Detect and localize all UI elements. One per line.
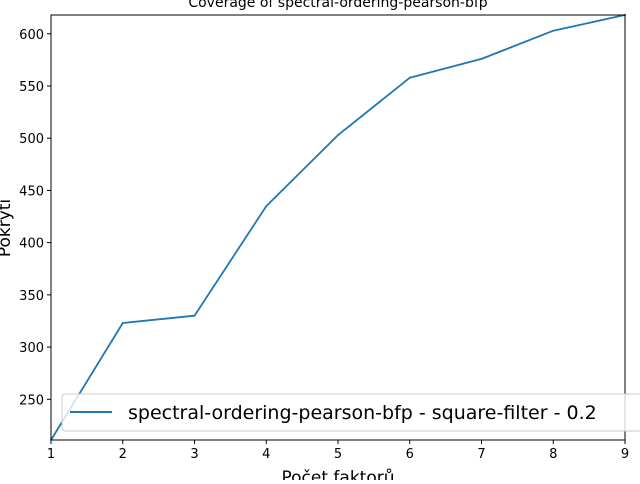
- chart-title: Coverage of spectral-ordering-pearson-bf…: [188, 0, 487, 11]
- data-point: [265, 205, 268, 207]
- plot-frame: [50, 14, 626, 441]
- y-tick-label: 250: [19, 393, 44, 408]
- x-tick-label: 8: [549, 447, 557, 462]
- x-tick-label: 7: [477, 447, 485, 462]
- legend-box: [61, 393, 640, 432]
- legend: spectral-ordering-pearson-bfp - square-f…: [61, 393, 640, 432]
- x-axis-label: Počet faktorů: [282, 468, 395, 480]
- data-point: [552, 29, 555, 32]
- y-tick-label: 450: [19, 184, 44, 199]
- x-tick-label: 6: [406, 447, 414, 462]
- y-tick-label: 300: [19, 341, 44, 356]
- y-axis-label: Pokrytí: [0, 198, 15, 258]
- x-tick-label: 4: [262, 447, 270, 462]
- y-tick-label: 550: [19, 80, 44, 95]
- y-tick-label: 350: [19, 289, 44, 304]
- data-point: [337, 134, 339, 136]
- data-point: [408, 76, 411, 79]
- y-tick-label: 400: [19, 237, 44, 252]
- legend-entry: spectral-ordering-pearson-bfp - square-f…: [128, 402, 597, 424]
- x-tick-label: 2: [119, 447, 127, 462]
- plot-background: [51, 15, 625, 440]
- y-tick-label: 600: [19, 28, 44, 43]
- x-tick-label: 5: [334, 447, 342, 462]
- y-axis-ticks: 250 300 350 400 450 500 550 600: [19, 28, 51, 408]
- y-tick-label: 500: [19, 132, 44, 147]
- x-axis-ticks: 1 2 3 4 5 6 7 8 9: [47, 440, 629, 462]
- data-point: [193, 314, 196, 317]
- x-tick-label: 9: [621, 447, 629, 462]
- x-tick-label: 1: [47, 447, 55, 462]
- data-point: [480, 57, 483, 60]
- data-point: [121, 322, 124, 324]
- x-tick-label: 3: [190, 447, 198, 462]
- series-layer: [49, 13, 627, 442]
